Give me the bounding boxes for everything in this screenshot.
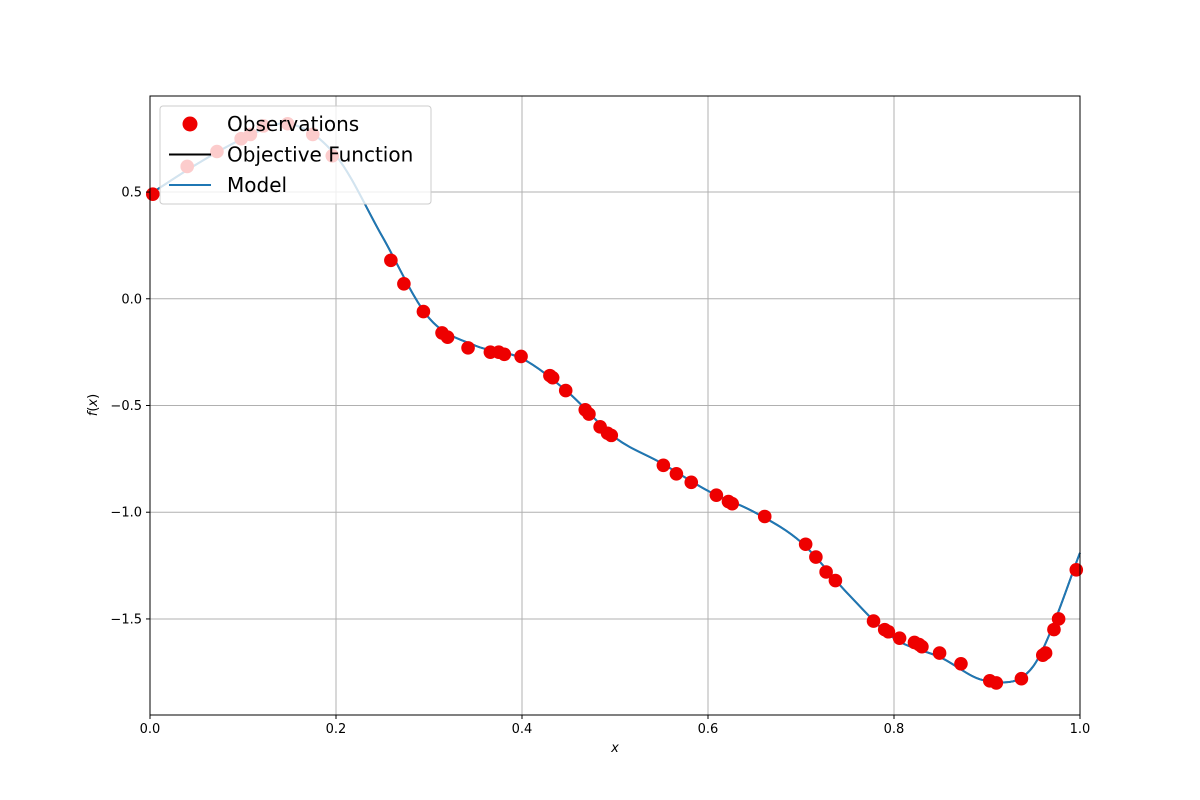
y-axis-ticks: 0.5 0.0 −0.5 −1.0 −1.5	[110, 186, 150, 627]
observation-point	[1047, 622, 1061, 637]
observation-point	[582, 407, 596, 421]
observation-point	[932, 646, 947, 660]
observation-point	[819, 565, 833, 579]
observation-point	[440, 330, 455, 344]
observation-point	[709, 488, 724, 502]
observation-point	[757, 509, 772, 524]
x-tick-label: 0.8	[884, 722, 905, 737]
y-tick-label: 0.5	[121, 186, 142, 201]
observation-point	[669, 467, 684, 481]
observation-point	[461, 341, 475, 355]
legend-box	[159, 105, 432, 205]
observation-point	[145, 187, 160, 201]
observation-point	[1051, 612, 1066, 626]
x-tick-label: 1.0	[1070, 722, 1091, 737]
legend-swatch-observations	[182, 116, 198, 132]
observation-point	[545, 370, 560, 385]
y-axis-label-args: (	[86, 407, 101, 412]
observation-point	[384, 253, 398, 268]
y-axis-label: f(x)	[86, 394, 101, 416]
observation-point	[954, 656, 968, 671]
x-tick-label: 0.2	[326, 722, 347, 737]
observation-point	[604, 428, 619, 443]
observation-point	[1014, 671, 1029, 686]
observation-point	[866, 614, 881, 628]
y-tick-label: −1.0	[110, 506, 142, 521]
legend-label-objective-function: Objective Function	[227, 143, 413, 167]
x-tick-label: 0.0	[140, 722, 161, 737]
observation-point	[1038, 646, 1053, 660]
x-axis-ticks: 0.0 0.2 0.4 0.6 0.8 1.0	[140, 715, 1091, 737]
observation-point	[514, 349, 528, 364]
y-axis-label-var: x	[86, 399, 101, 408]
observation-point	[725, 496, 739, 511]
y-tick-label: 0.0	[121, 292, 142, 307]
y-tick-label: −1.5	[110, 612, 142, 627]
observation-point	[397, 277, 411, 291]
observation-point	[881, 624, 896, 639]
y-axis-label-close: )	[86, 394, 101, 399]
observation-point	[656, 458, 671, 473]
observation-point	[416, 304, 431, 319]
observation-point	[828, 573, 843, 588]
observation-point	[989, 676, 1004, 690]
x-axis-label: x	[610, 741, 619, 756]
observation-point	[915, 639, 929, 654]
legend: Observations Objective Function Model	[159, 105, 432, 205]
y-axis-label-fn: f	[86, 409, 101, 416]
legend-label-model: Model	[227, 173, 287, 197]
x-tick-label: 0.6	[698, 722, 719, 737]
observation-point	[809, 550, 823, 564]
y-tick-label: −0.5	[110, 399, 142, 414]
observation-point	[684, 475, 699, 490]
legend-label-observations: Observations	[227, 112, 359, 136]
observation-point	[798, 537, 813, 552]
observation-point	[1069, 563, 1084, 577]
observation-point	[558, 383, 573, 398]
observation-point	[892, 631, 907, 645]
observation-point	[497, 347, 512, 362]
x-tick-label: 0.4	[512, 722, 533, 737]
